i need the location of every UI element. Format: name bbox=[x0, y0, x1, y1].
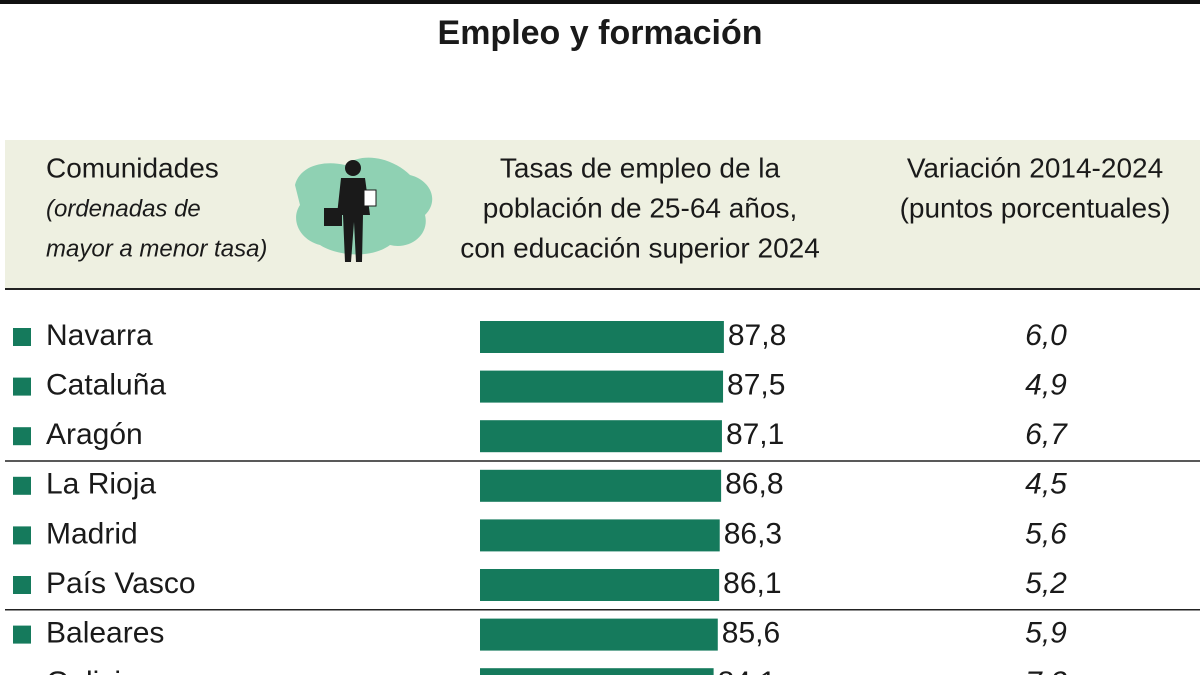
value-label: 87,5 bbox=[727, 369, 785, 402]
header-variation: (puntos porcentuales) bbox=[900, 192, 1171, 223]
header-regions: Comunidades bbox=[46, 152, 219, 183]
chart-title: Empleo y formación bbox=[438, 14, 763, 52]
region-label: Madrid bbox=[46, 517, 138, 550]
value-label: 84,1 bbox=[718, 666, 776, 675]
region-label: Aragón bbox=[46, 418, 143, 451]
top-rule bbox=[0, 0, 1200, 4]
value-label: 86,3 bbox=[724, 517, 782, 550]
row-marker bbox=[13, 576, 31, 594]
bar bbox=[480, 618, 718, 651]
variation-label: 4,5 bbox=[1025, 468, 1067, 501]
bar bbox=[480, 469, 722, 502]
row-marker bbox=[13, 526, 31, 545]
variation-label: 5,9 bbox=[1025, 617, 1067, 650]
header-rate: Tasas de empleo de la bbox=[500, 152, 781, 183]
header-regions: mayor a menor tasa) bbox=[46, 235, 267, 262]
row-marker bbox=[13, 476, 31, 495]
region-label: País Vasco bbox=[46, 567, 196, 600]
row-marker bbox=[13, 328, 31, 346]
row-marker bbox=[13, 377, 31, 396]
header-band bbox=[5, 140, 1200, 288]
header-variation: Variación 2014-2024 bbox=[907, 152, 1163, 183]
variation-label: 6,7 bbox=[1025, 418, 1068, 451]
value-label: 86,1 bbox=[723, 567, 781, 600]
header-rate: población de 25-64 años, bbox=[483, 192, 797, 223]
value-label: 87,1 bbox=[726, 418, 784, 451]
variation-label: 5,6 bbox=[1025, 517, 1067, 550]
bar bbox=[480, 519, 720, 552]
icon bbox=[295, 157, 433, 262]
header-regions: (ordenadas de bbox=[46, 195, 201, 222]
bar bbox=[480, 370, 724, 403]
region-label: Galicia bbox=[46, 666, 138, 675]
value-label: 85,6 bbox=[722, 617, 780, 650]
variation-label: 6,0 bbox=[1025, 319, 1067, 352]
bar bbox=[480, 420, 722, 453]
variation-label: 4,9 bbox=[1025, 369, 1067, 402]
variation-label: 7,3 bbox=[1025, 666, 1067, 675]
row-marker bbox=[13, 427, 31, 446]
bar bbox=[480, 668, 714, 675]
value-label: 87,8 bbox=[728, 319, 786, 352]
region-label: Navarra bbox=[46, 319, 153, 352]
value-label: 86,8 bbox=[725, 468, 783, 501]
region-label: Baleares bbox=[46, 617, 164, 650]
bar bbox=[480, 569, 720, 601]
region-label: La Rioja bbox=[46, 468, 156, 501]
header-rate: con educación superior 2024 bbox=[460, 232, 820, 263]
row-marker bbox=[13, 625, 31, 644]
region-label: Cataluña bbox=[46, 369, 166, 402]
bar bbox=[480, 321, 724, 353]
variation-label: 5,2 bbox=[1025, 567, 1067, 600]
